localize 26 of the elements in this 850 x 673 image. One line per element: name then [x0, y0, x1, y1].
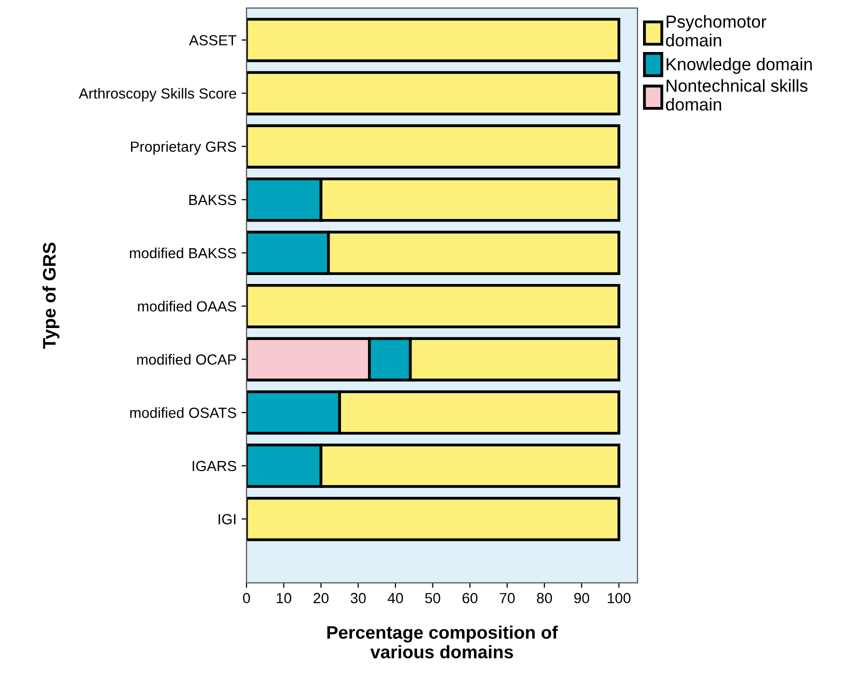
y-tick-label: ASSET	[188, 35, 236, 46]
y-tick-label: modified OSATS	[130, 407, 236, 418]
x-tick-label: 70	[500, 592, 515, 604]
x-axis-title: Percentage composition of various domains	[327, 626, 558, 658]
y-tick-label: Arthroscopy Skills Score	[78, 88, 236, 102]
legend-label: Knowledge domain	[666, 58, 812, 74]
legend-label: Nontechnical skills domain	[666, 79, 808, 111]
x-tick-label: 90	[574, 592, 590, 604]
y-tick-label: IGI	[218, 514, 236, 524]
legend-label: Psychomotor domain	[666, 15, 766, 46]
x-tick-label: 50	[425, 592, 440, 604]
x-tick-label: 80	[536, 592, 552, 604]
y-tick-label: IGARS	[192, 460, 236, 472]
y-tick-label: Proprietary GRS	[131, 141, 236, 155]
y-tick-label: modified OCAP	[137, 354, 236, 365]
x-tick-label: 10	[276, 592, 292, 604]
x-tick-label: 0	[243, 592, 250, 604]
x-tick-label: 30	[350, 592, 366, 604]
y-tick-label: BAKSS	[189, 194, 236, 206]
x-tick-label: 60	[462, 592, 478, 604]
y-tick-label: modified OAAS	[138, 300, 236, 312]
x-tick-label: 20	[314, 592, 329, 604]
x-tick-label: 100	[608, 592, 630, 604]
y-axis-title: Type of GRS	[42, 242, 60, 349]
x-tick-label: 40	[388, 592, 403, 604]
y-tick-label: modified BAKSS	[130, 248, 236, 258]
